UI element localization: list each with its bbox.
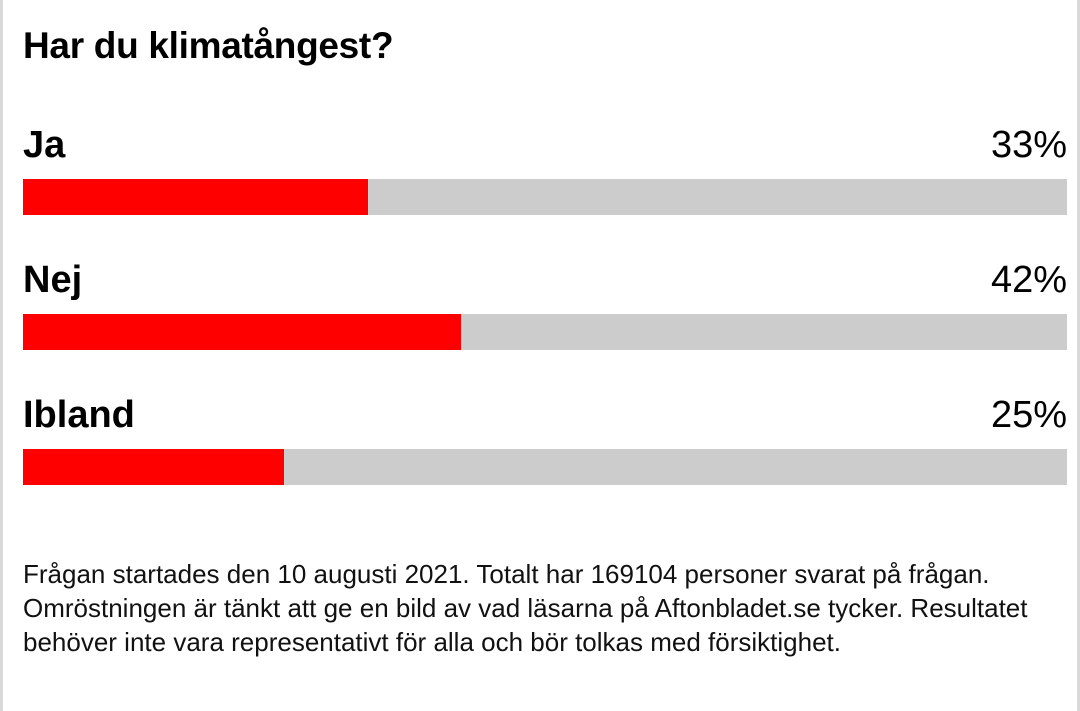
poll-bar-track <box>23 314 1067 350</box>
poll-option-label: Ja <box>23 124 66 166</box>
poll-footnote: Frågan startades den 10 augusti 2021. To… <box>23 559 1028 657</box>
poll-option-row: Ja 33% <box>23 118 1067 172</box>
poll-option-ja[interactable]: Ja 33% <box>23 118 1067 215</box>
poll-question: Har du klimatångest? <box>23 25 394 66</box>
poll-bar-fill <box>23 449 284 485</box>
poll-option-nej[interactable]: Nej 42% <box>23 253 1067 350</box>
poll-option-ibland[interactable]: Ibland 25% <box>23 388 1067 485</box>
poll-bar-track <box>23 179 1067 215</box>
poll-bar-track <box>23 449 1067 485</box>
poll-bar-fill <box>23 179 368 215</box>
poll-option-label: Nej <box>23 259 83 301</box>
poll-option-row: Nej 42% <box>23 253 1067 307</box>
poll-option-row: Ibland 25% <box>23 388 1067 442</box>
poll-option-percent: 42% <box>990 259 1067 301</box>
poll-option-percent: 25% <box>990 394 1067 436</box>
poll-option-label: Ibland <box>23 394 135 436</box>
poll-option-percent: 33% <box>990 124 1067 166</box>
poll-bar-fill <box>23 314 462 350</box>
